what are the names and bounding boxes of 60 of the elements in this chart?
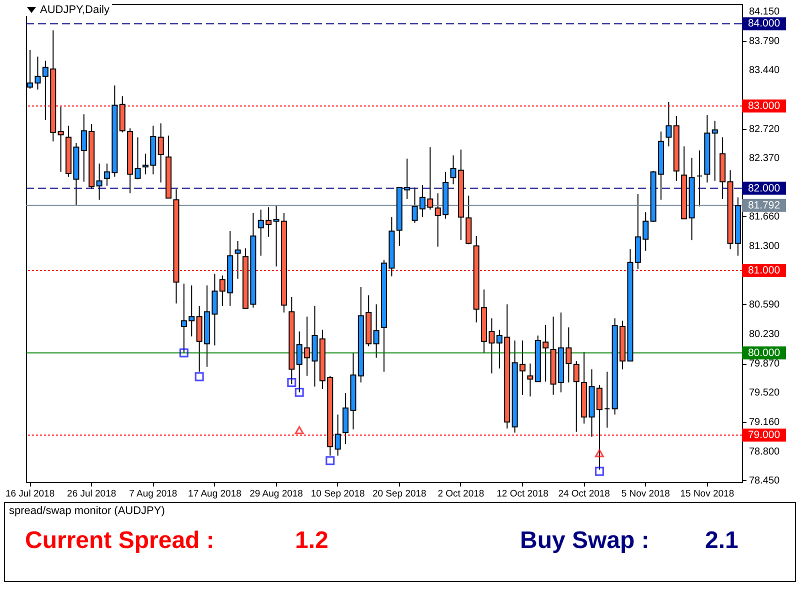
x-tick-label: 7 Aug 2018 [129,488,178,500]
text: 2.1 [705,527,738,555]
text: Buy Swap : [520,527,650,555]
x-tick-label: 15 Nov 2018 [680,488,734,500]
text: Current Spread : [25,527,214,555]
chart-title: AUDJPY,Daily [40,4,110,16]
y-tick-label: 81.300 [749,240,780,252]
candlestick [96,163,102,200]
point [594,466,604,476]
x-tick-label: 26 Jul 2018 [67,488,116,500]
candlestick [573,360,580,432]
y-tick-label: 81.660 [749,211,780,222]
y-tick-label: 79.160 [749,416,780,428]
candlestick [373,304,380,358]
y-tick-label: 80.590 [749,299,780,310]
candlestick [604,371,610,428]
x-tick-label: 10 Sep 2018 [310,488,365,500]
x-tick-label: 29 Aug 2018 [250,488,303,500]
point [326,456,335,466]
y-tick-label: 82.720 [749,124,780,136]
candlestick [696,150,702,207]
ref-line-label: 81.792 [748,199,780,212]
text: spread/swap monitor (AUDJPY) [9,505,165,517]
text: 1.2 [295,527,328,555]
ref-line-label: 79.000 [748,429,780,442]
x-tick-label: 12 Oct 2018 [496,488,548,500]
x-tick-label: 16 Jul 2018 [5,488,55,500]
ref-line-label: 83.000 [748,100,780,112]
candlestick [158,122,164,184]
point [179,348,188,358]
y-tick-label: 80.230 [749,328,780,340]
x-tick-label: 17 Aug 2018 [188,488,242,500]
point [294,388,304,397]
y-tick-label: 79.520 [749,387,780,398]
y-tick-label: 83.440 [749,64,780,76]
ref-line-label: 82.000 [748,182,780,194]
point [287,378,296,387]
y-tick-label: 82.370 [749,152,780,164]
y-tick-label: 78.800 [749,446,780,458]
candlestick [527,363,534,397]
x-tick-label: 24 Oct 2018 [558,488,610,500]
y-tick-label: 78.450 [749,475,780,486]
x-tick-label: 2 Oct 2018 [438,488,484,500]
candlestick [666,101,672,147]
point [294,426,304,434]
candlestick [134,136,141,180]
ref-line-label: 81.000 [748,264,780,277]
x-tick-label: 5 Nov 2018 [621,488,670,500]
y-tick-label: 79.870 [749,358,780,370]
point [194,372,204,382]
x-tick-label: 20 Sep 2018 [372,488,426,500]
candlestick [58,106,64,172]
y-tick-label: 84.150 [749,6,780,18]
candlestick [234,240,241,280]
candlestick [334,414,341,456]
ref-line-label: 84.000 [748,18,780,30]
point [594,449,604,458]
candlestick [712,120,718,182]
ref-line-label: 80.000 [748,346,780,359]
y-tick-label: 83.790 [749,36,780,48]
